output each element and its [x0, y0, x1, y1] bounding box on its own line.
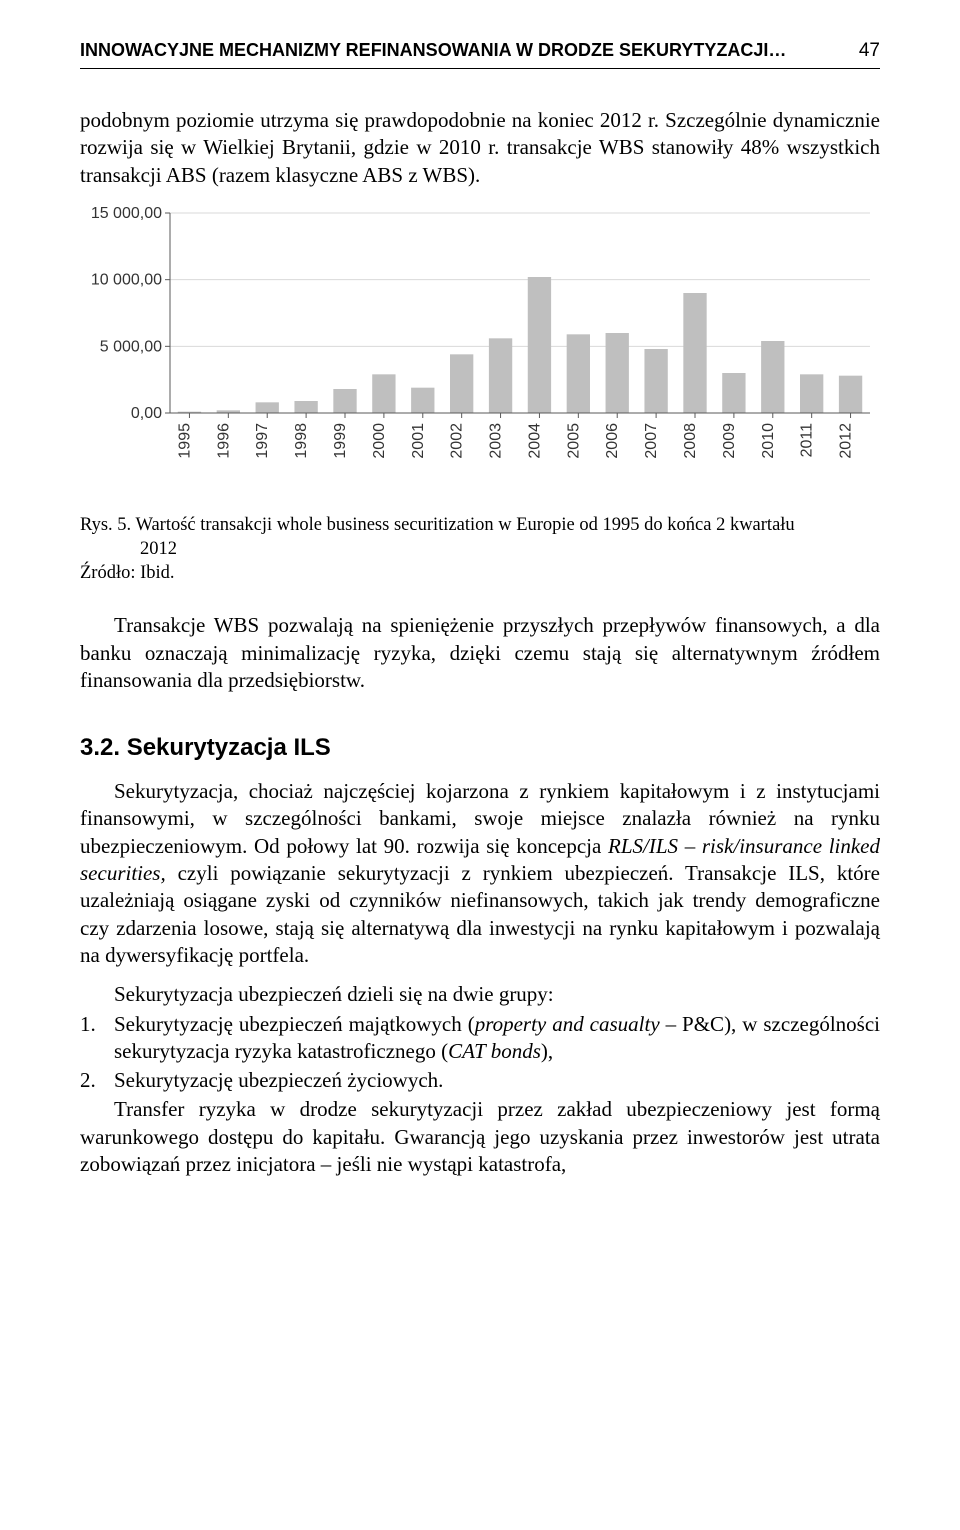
chart-svg: 0,00 5 000,00 10 000,00 15 000,00 1995 1996 19… [80, 203, 880, 483]
header-rule [80, 68, 880, 69]
figure-caption: Rys. 5. Wartość transakcji whole busines… [80, 514, 880, 561]
svg-text:2004: 2004 [526, 423, 543, 459]
svg-text:5 000,00: 5 000,00 [100, 338, 162, 355]
svg-text:2006: 2006 [604, 423, 621, 459]
svg-text:2012: 2012 [838, 423, 855, 459]
svg-text:10 000,00: 10 000,00 [91, 272, 162, 289]
svg-text:2002: 2002 [449, 423, 466, 459]
svg-text:1995: 1995 [176, 423, 193, 459]
svg-text:1997: 1997 [254, 423, 271, 459]
list-text: Sekurytyzację ubezpieczeń życiowych. [114, 1067, 880, 1094]
list-text: Sekurytyzację ubezpieczeń majątkowych (p… [114, 1011, 880, 1066]
list-number: 1. [80, 1011, 114, 1066]
paragraph-text: czyli powiązanie sekurytyzacji z rynkiem… [80, 861, 880, 967]
list-item: 2.Sekurytyzację ubezpieczeń życiowych. [80, 1067, 880, 1094]
running-head: INNOWACYJNE MECHANIZMY REFINANSOWANIA W … [80, 40, 880, 62]
paragraph-text: podobnym poziomie utrzyma się prawdopodo… [80, 108, 880, 187]
svg-text:1996: 1996 [215, 423, 232, 459]
body-paragraph: Transfer ryzyka w drodze sekurytyzacji p… [80, 1096, 880, 1178]
svg-text:2005: 2005 [565, 423, 582, 459]
body-paragraph: Transakcje WBS pozwalają na spieniężenie… [80, 612, 880, 694]
paragraph-text: Transakcje WBS pozwalają na spieniężenie… [80, 613, 880, 692]
figure-source: Źródło: Ibid. [80, 563, 880, 584]
paragraph-text: Transfer ryzyka w drodze sekurytyzacji p… [80, 1097, 880, 1176]
list-number: 2. [80, 1067, 114, 1094]
paragraph-text: Sekurytyzacja ubezpieczeń dzieli się na … [114, 982, 554, 1006]
svg-text:1998: 1998 [293, 423, 310, 459]
bar-chart: 0,00 5 000,00 10 000,00 15 000,00 1995 1996 19… [80, 203, 880, 488]
numbered-list: 1.Sekurytyzację ubezpieczeń majątkowych … [80, 1011, 880, 1095]
svg-text:2011: 2011 [799, 423, 816, 458]
svg-text:2000: 2000 [371, 423, 388, 459]
section-heading: 3.2. Sekurytyzacja ILS [80, 734, 880, 762]
body-paragraph: Sekurytyzacja, chociaż najczęściej kojar… [80, 778, 880, 969]
svg-text:2010: 2010 [760, 423, 777, 459]
running-title: INNOWACYJNE MECHANIZMY REFINANSOWANIA W … [80, 40, 786, 61]
svg-text:2008: 2008 [682, 423, 699, 459]
svg-text:2001: 2001 [410, 423, 427, 459]
body-paragraph: Sekurytyzacja ubezpieczeń dzieli się na … [80, 981, 880, 1008]
svg-text:2007: 2007 [643, 423, 660, 459]
caption-lead: Rys. 5. [80, 515, 135, 535]
caption-line1: Wartość transakcji whole business securi… [135, 515, 794, 535]
svg-text:0,00: 0,00 [131, 405, 162, 422]
caption-line2: 2012 [80, 538, 880, 562]
svg-text:2003: 2003 [488, 423, 505, 459]
body-paragraph: podobnym poziomie utrzyma się prawdopodo… [80, 107, 880, 189]
list-item: 1.Sekurytyzację ubezpieczeń majątkowych … [80, 1011, 880, 1066]
svg-text:2009: 2009 [721, 423, 738, 459]
svg-text:15 000,00: 15 000,00 [91, 205, 162, 222]
page-number: 47 [859, 40, 880, 62]
svg-text:1999: 1999 [332, 423, 349, 459]
